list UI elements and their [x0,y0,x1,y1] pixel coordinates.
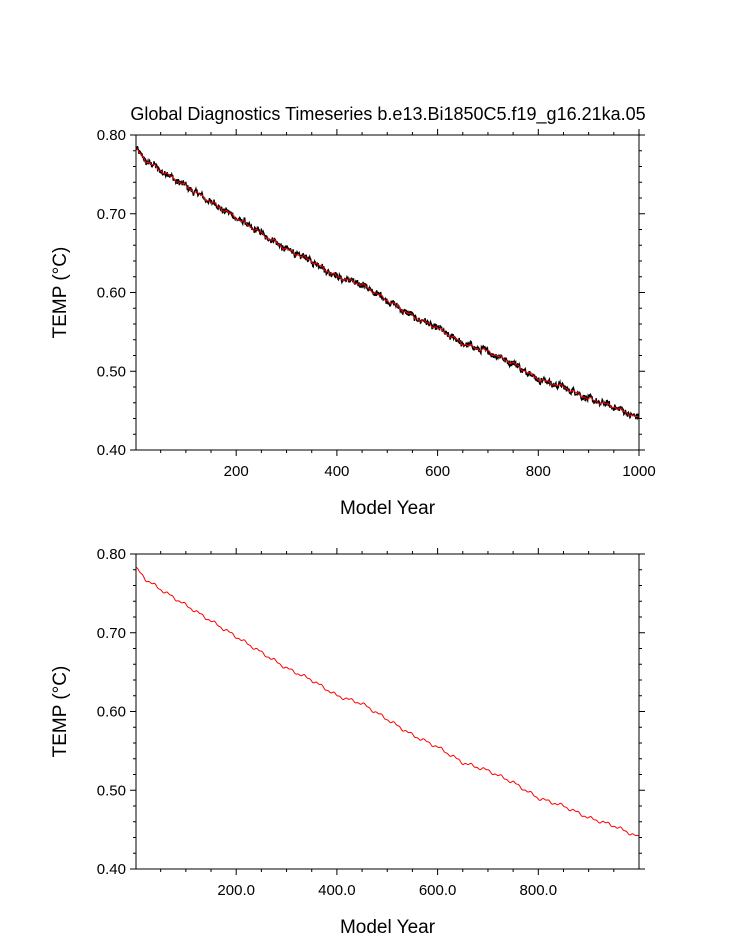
top-panel: 0.40 0.50 0.60 0.70 0.80 200 400 600 800 1000 Mode… [50,127,656,519]
x-axis-title: Model Year [340,498,436,519]
y-tick-label: 0.70 [97,625,126,642]
series-line-running-mean [136,148,639,418]
series-line-annual-mean-noisy- [136,146,639,421]
bottom-panel: 0.40 0.50 0.60 0.70 0.80 200.0 400.0 600.0 800.0… [50,546,645,938]
y-tick-label: 0.60 [97,704,126,721]
y-tick-label: 0.80 [97,546,126,563]
x-tick-label: 600.0 [419,882,457,899]
y-tick-label: 0.50 [97,363,126,380]
x-tick-label: 1000 [622,463,655,480]
y-tick-label: 0.80 [97,127,126,144]
plot-frame [135,134,640,451]
y-tick-label: 0.40 [97,442,126,459]
series-line-running-mean [136,567,639,837]
plot-frame [135,553,640,870]
x-tick-label: 800.0 [520,882,558,899]
y-tick-label: 0.70 [97,206,126,223]
x-tick-label: 400.0 [318,882,356,899]
y-tick-label: 0.60 [97,285,126,302]
y-tick-label: 0.40 [97,861,126,878]
y-axis-title: TEMP (°C) [50,247,71,339]
y-tick-label: 0.50 [97,782,126,799]
y-axis-title: TEMP (°C) [50,666,71,758]
chart-title: Global Diagnostics Timeseries b.e13.Bi18… [130,104,645,125]
x-axis-title: Model Year [340,917,436,938]
x-tick-label: 600 [425,463,450,480]
x-tick-label: 200.0 [217,882,255,899]
x-tick-label: 400 [324,463,349,480]
x-tick-label: 200 [224,463,249,480]
x-tick-label: 800 [526,463,551,480]
